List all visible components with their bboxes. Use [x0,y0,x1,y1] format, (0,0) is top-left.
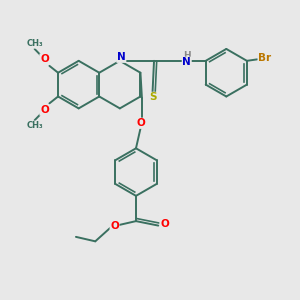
Text: S: S [149,92,156,102]
Text: O: O [110,221,119,232]
Text: O: O [160,219,169,229]
Text: O: O [136,118,145,128]
Text: O: O [40,105,49,115]
Text: CH₃: CH₃ [26,121,43,130]
Text: CH₃: CH₃ [26,39,43,48]
Text: Br: Br [258,53,271,63]
Text: H: H [183,51,190,60]
Text: N: N [182,57,191,67]
Text: O: O [40,54,49,64]
Text: N: N [117,52,126,62]
